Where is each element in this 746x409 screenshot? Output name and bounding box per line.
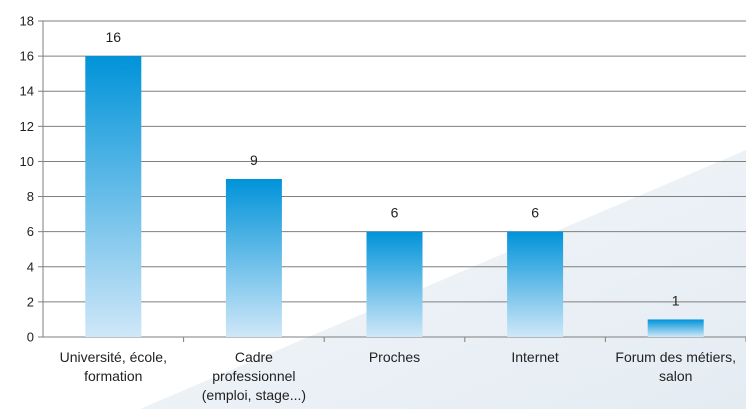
y-tick-label: 10 (20, 154, 34, 169)
category-label: Université, école, formation (60, 349, 167, 384)
background-decoration (140, 150, 746, 409)
category-label: Forum des métiers, salon (615, 349, 736, 384)
bar (225, 179, 282, 337)
y-tick-label: 0 (27, 330, 34, 345)
y-tick-label: 14 (20, 84, 34, 99)
bar (507, 231, 564, 337)
y-tick-label: 18 (20, 14, 34, 29)
category-label: Cadre professionnel (emploi, stage...) (202, 349, 306, 403)
bars (85, 56, 704, 337)
data-label: 1 (672, 292, 680, 308)
data-label: 6 (531, 205, 539, 221)
y-tick-label: 12 (20, 119, 34, 134)
y-tick-label: 8 (27, 189, 34, 204)
data-label: 9 (250, 152, 258, 168)
data-label: 16 (106, 29, 122, 45)
category-label: Internet (511, 349, 559, 365)
gridlines (43, 20, 746, 303)
bar (647, 319, 704, 337)
bar (366, 231, 423, 337)
y-tick-label: 2 (27, 294, 34, 309)
y-tick-label: 4 (27, 259, 34, 274)
bar (85, 56, 142, 337)
y-tick-label: 16 (20, 49, 34, 64)
y-tick-label: 6 (27, 224, 34, 239)
category-label: Proches (369, 349, 420, 365)
data-label: 6 (391, 205, 399, 221)
